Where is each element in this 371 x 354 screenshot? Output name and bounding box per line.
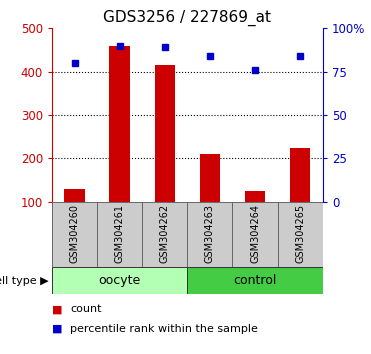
Title: GDS3256 / 227869_at: GDS3256 / 227869_at xyxy=(104,9,271,25)
Bar xyxy=(200,154,220,202)
Text: GSM304260: GSM304260 xyxy=(69,204,79,263)
Text: percentile rank within the sample: percentile rank within the sample xyxy=(70,324,258,334)
Text: control: control xyxy=(233,274,277,287)
Bar xyxy=(155,65,175,202)
Bar xyxy=(187,202,233,267)
Bar xyxy=(245,191,265,202)
Text: cell type ▶: cell type ▶ xyxy=(0,275,48,286)
Bar xyxy=(187,267,323,294)
Bar xyxy=(52,267,187,294)
Text: oocyte: oocyte xyxy=(99,274,141,287)
Bar xyxy=(109,46,130,202)
Text: GSM304264: GSM304264 xyxy=(250,204,260,263)
Bar xyxy=(278,202,323,267)
Bar xyxy=(64,189,85,202)
Text: ■: ■ xyxy=(52,324,62,334)
Bar xyxy=(52,202,97,267)
Text: count: count xyxy=(70,304,102,314)
Bar xyxy=(97,202,142,267)
Text: ■: ■ xyxy=(52,304,62,314)
Text: GSM304263: GSM304263 xyxy=(205,204,215,263)
Text: GSM304262: GSM304262 xyxy=(160,204,170,263)
Bar xyxy=(290,148,311,202)
Text: GSM304261: GSM304261 xyxy=(115,204,125,263)
Bar xyxy=(233,202,278,267)
Text: GSM304265: GSM304265 xyxy=(295,204,305,263)
Bar xyxy=(142,202,187,267)
